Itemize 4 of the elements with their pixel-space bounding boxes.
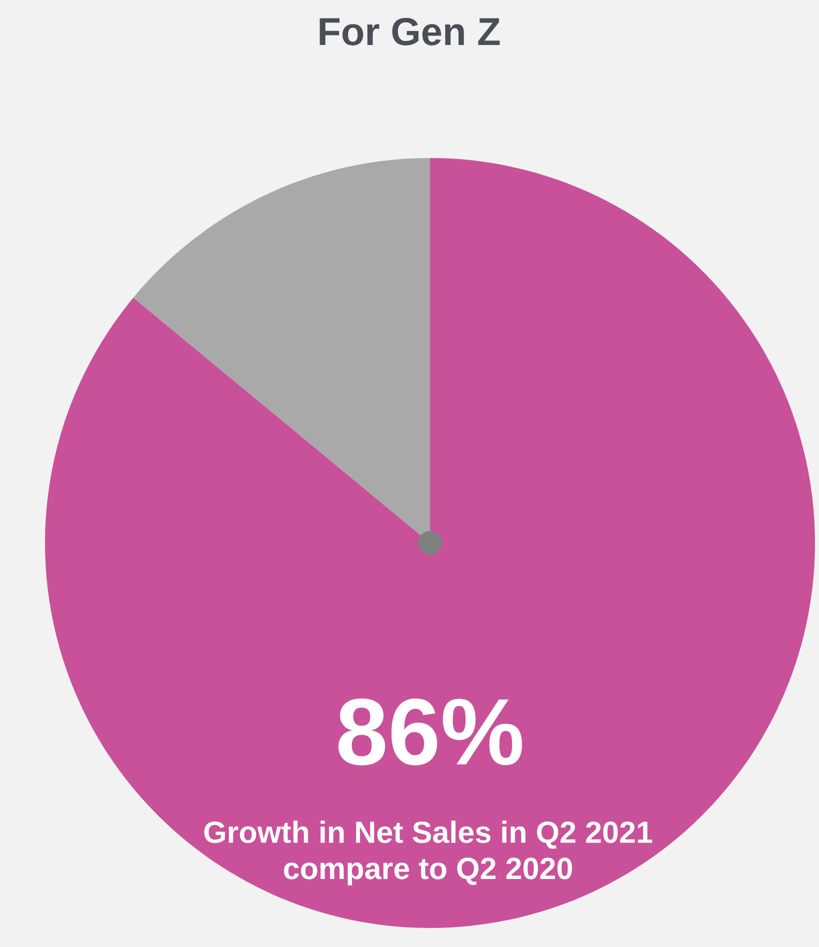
data-label: 86% xyxy=(338,698,522,766)
pie-slice xyxy=(45,158,815,928)
text: Growth in Net Sales in Q2 2021 compare to Q2 2020 xyxy=(204,820,652,886)
chart-title: For Gen Z xyxy=(320,18,500,46)
